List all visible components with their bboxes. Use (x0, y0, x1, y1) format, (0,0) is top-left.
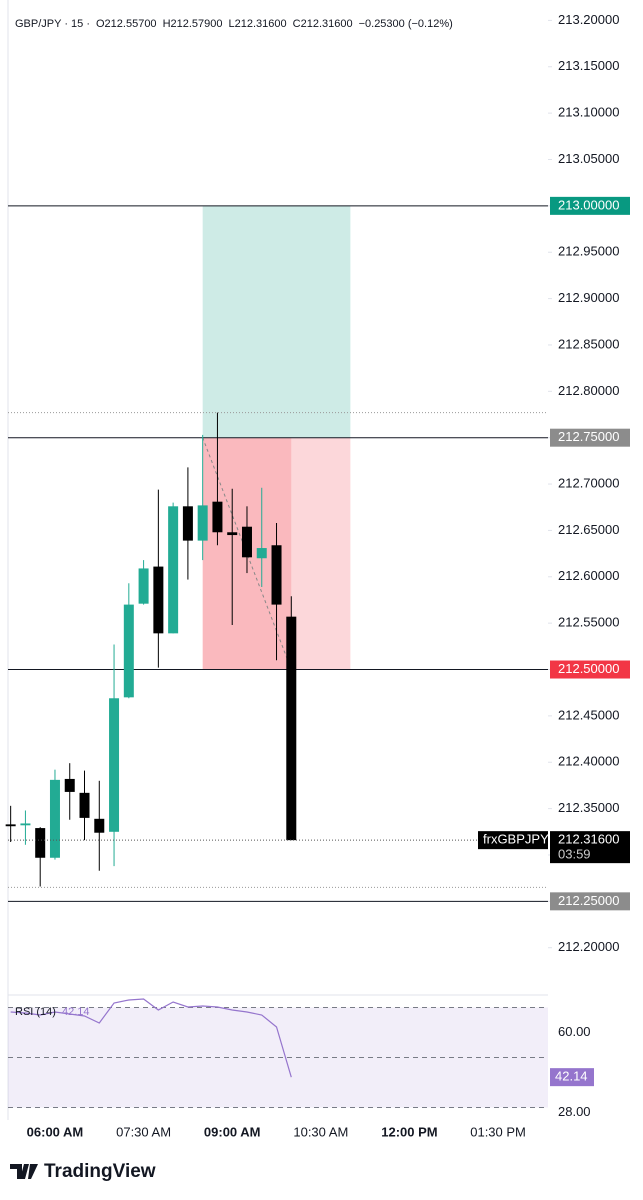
last-price-tag (550, 831, 630, 864)
candle (241, 506, 252, 574)
logo: TradingView (10, 1161, 156, 1182)
y-tick-label: 212.90000 (558, 290, 619, 305)
y-tick-label: 213.05000 (558, 151, 619, 166)
header: GBP/JPY · 15 · O212.55700 H212.57900 L212.3… (15, 18, 453, 30)
candle-body (109, 698, 120, 832)
rsi-header: RSI (14) 42.14 (15, 1006, 90, 1018)
candle (256, 487, 267, 587)
candle (79, 770, 90, 841)
logo-icon (10, 1164, 38, 1179)
candle-body (153, 566, 164, 634)
candle (109, 644, 120, 867)
rsi-line (10, 998, 292, 1078)
x-tick-label: 12:00 PM (381, 1124, 437, 1139)
y-tick-label: 213.20000 (558, 12, 619, 27)
candle (168, 502, 179, 634)
level-tag (550, 428, 630, 447)
candle (123, 583, 134, 699)
candle-body (256, 548, 267, 559)
target-zone (202, 205, 351, 438)
candle (64, 763, 75, 820)
level-tag-label: 212.25000 (558, 893, 619, 908)
y-tick-label: 212.55000 (558, 615, 619, 630)
y-tick-label: 212.60000 (558, 568, 619, 583)
candle-body (227, 532, 238, 536)
x-tick-label: 09:00 AM (204, 1124, 261, 1139)
candle-body (123, 604, 134, 698)
candle-body (197, 505, 208, 541)
candle-body (138, 568, 149, 604)
y-tick-label: 212.95000 (558, 244, 619, 259)
candle (271, 523, 282, 661)
candle-body (79, 792, 90, 818)
candle (197, 434, 208, 561)
rsi-tick-label: 28.00 (558, 1104, 591, 1119)
candle-body (64, 778, 75, 792)
ohlc-value: O212.55700 (96, 18, 157, 30)
x-tick-label: 01:30 PM (470, 1124, 526, 1139)
candle-body (49, 779, 60, 858)
symbol-tag (478, 831, 548, 850)
rsi-value: 42.14 (62, 1006, 90, 1018)
brand: TradingView (44, 1161, 156, 1182)
y-tick-label: 212.85000 (558, 336, 619, 351)
y-tick-label: 213.15000 (558, 58, 619, 73)
y-tick-label: 212.65000 (558, 522, 619, 537)
level-tag-label: 213.00000 (558, 197, 619, 212)
candle-body (286, 616, 297, 841)
candle (35, 827, 46, 887)
candle-body (94, 818, 105, 833)
level-tag-label: 212.50000 (558, 661, 619, 676)
candle (286, 596, 297, 841)
candle (94, 780, 105, 871)
candle-body (5, 824, 16, 827)
symbol-tag-label: frxGBPJPY (483, 832, 549, 847)
ohlc-value: L212.31600 (229, 18, 287, 30)
y-tick-label: 212.70000 (558, 475, 619, 490)
y-tick-label: 212.45000 (558, 707, 619, 722)
rsi-tick-label: 60.00 (558, 1024, 591, 1039)
candle (20, 810, 31, 845)
x-tick-label: 06:00 AM (27, 1124, 84, 1139)
candle (182, 467, 193, 580)
level-tag (550, 660, 630, 679)
candle (212, 412, 223, 546)
candle-body (20, 823, 31, 826)
candle-body (35, 828, 46, 858)
level-tag (550, 892, 630, 911)
x-tick-label: 07:30 AM (116, 1124, 171, 1139)
symbol: GBP/JPY · 15 · (15, 18, 90, 30)
y-tick-label: 212.35000 (558, 800, 619, 815)
stop-zone (291, 437, 351, 670)
last-price-label: 212.31600 (558, 832, 619, 847)
level-tag-label: 212.75000 (558, 429, 619, 444)
y-tick-label: 212.20000 (558, 939, 619, 954)
candle (49, 769, 60, 860)
candle-body (212, 501, 223, 533)
ohlc-value: H212.57900 (163, 18, 223, 30)
candle (227, 488, 238, 626)
countdown: 03:59 (558, 847, 591, 862)
candle-body (241, 526, 252, 558)
candle (5, 805, 16, 842)
rsi-title: RSI (14) (15, 1006, 56, 1018)
rsi-tag-label: 42.14 (555, 1069, 588, 1084)
rsi-tag (550, 1068, 594, 1087)
candle-body (271, 545, 282, 605)
change: −0.25300 (−0.12%) (359, 18, 453, 30)
candle-body (182, 506, 193, 541)
y-tick-label: 212.40000 (558, 754, 619, 769)
candle-body (168, 506, 179, 634)
ohlc-value: C212.31600 (293, 18, 353, 30)
x-tick-label: 10:30 AM (293, 1124, 348, 1139)
y-tick-label: 212.80000 (558, 383, 619, 398)
candle (138, 560, 149, 605)
y-tick-label: 213.10000 (558, 105, 619, 120)
level-tag (550, 196, 630, 215)
candle (153, 489, 164, 668)
